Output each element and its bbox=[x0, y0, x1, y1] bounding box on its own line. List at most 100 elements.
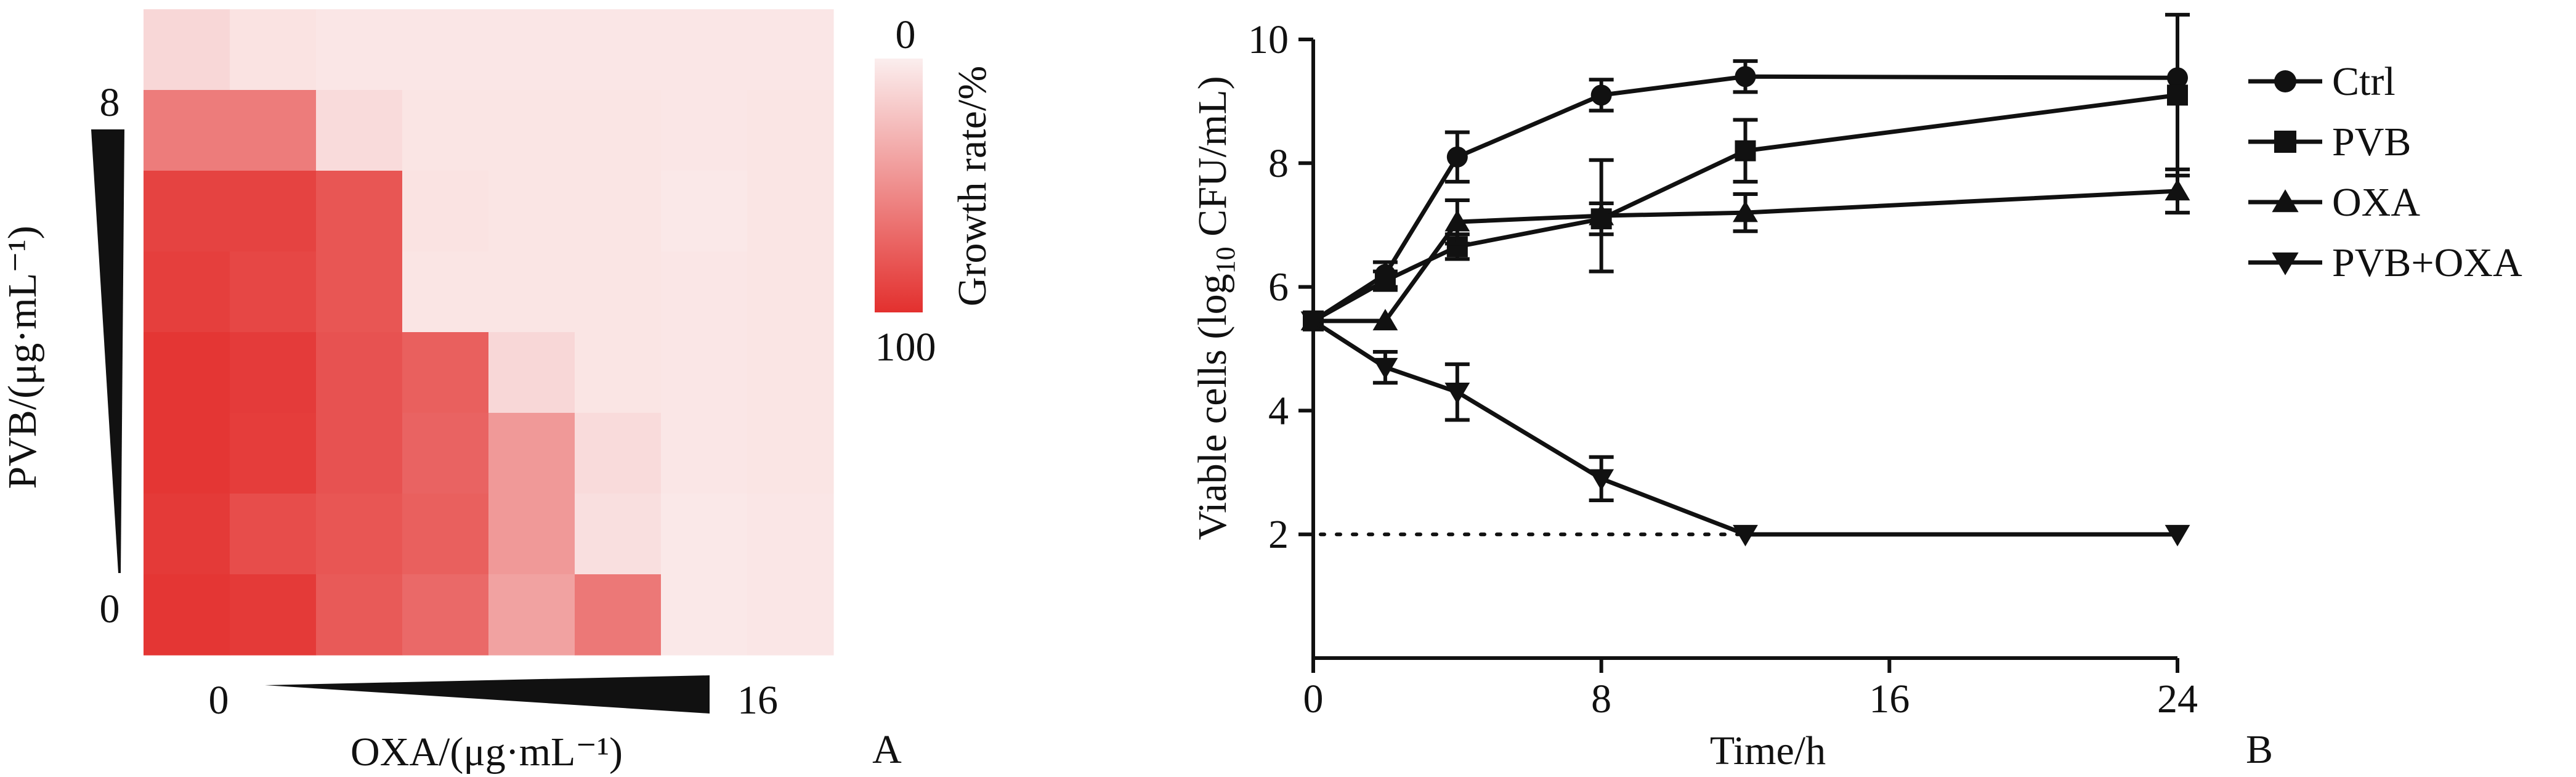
heatmap-cell bbox=[144, 574, 230, 656]
legend: Ctrl PVB OXA PVB+OXA bbox=[2248, 59, 2522, 285]
legend-label: Ctrl bbox=[2332, 59, 2396, 104]
heatmap-cell bbox=[575, 251, 662, 333]
legend-label: PVB bbox=[2332, 120, 2411, 165]
panel-label-b: B bbox=[2246, 727, 2273, 772]
heatmap-cell bbox=[747, 251, 834, 333]
colorbar-title: Growth rate/% bbox=[950, 66, 995, 306]
heatmap-cell bbox=[488, 9, 575, 91]
panel-label-a: A bbox=[872, 727, 902, 772]
heatmap-cell bbox=[747, 574, 834, 656]
data-point bbox=[1735, 66, 1756, 87]
pvb-axis-label: PVB/(μg·mL⁻¹) bbox=[0, 226, 45, 489]
heatmap-cell bbox=[144, 171, 230, 252]
line-series-group bbox=[1300, 12, 2190, 547]
y-tick-label: 10 bbox=[1248, 17, 1289, 62]
heatmap-cell bbox=[144, 494, 230, 575]
heatmap-cell bbox=[316, 171, 403, 252]
data-point bbox=[1374, 270, 1396, 291]
heatmap-cell bbox=[575, 9, 662, 91]
series-line bbox=[1312, 74, 2178, 323]
heatmap-cell bbox=[230, 332, 317, 413]
heatmap-cell bbox=[747, 332, 834, 413]
y-tick-label: 4 bbox=[1268, 388, 1289, 433]
heatmap-cell bbox=[488, 494, 575, 575]
heatmap-cell bbox=[575, 494, 662, 575]
data-point bbox=[2272, 252, 2299, 275]
line-y-axis-label: Viable cells (log10 CFU/mL) bbox=[1190, 76, 1241, 540]
colorbar-max-label: 100 bbox=[875, 325, 936, 370]
oxa-min-label: 0 bbox=[209, 678, 229, 723]
heatmap-cell bbox=[144, 9, 230, 91]
legend-label: OXA bbox=[2332, 180, 2420, 225]
heatmap-cell bbox=[747, 494, 834, 575]
data-point bbox=[1300, 311, 1326, 333]
heatmap-cell bbox=[661, 494, 748, 575]
heatmap-cell bbox=[230, 171, 317, 252]
heatmap-cell bbox=[488, 413, 575, 494]
heatmap-cell bbox=[661, 251, 748, 333]
legend-label: PVB+OXA bbox=[2332, 240, 2522, 285]
data-point bbox=[1444, 382, 1470, 404]
heatmap-cell bbox=[402, 9, 489, 91]
pvb-min-label: 0 bbox=[100, 587, 120, 632]
data-point bbox=[1735, 140, 1756, 161]
data-point bbox=[1589, 469, 1614, 491]
heatmap-cell bbox=[402, 494, 489, 575]
heatmap-cell bbox=[144, 251, 230, 333]
heatmap-cell bbox=[316, 332, 403, 413]
heatmap-cell bbox=[402, 251, 489, 333]
heatmap-cell bbox=[316, 413, 403, 494]
heatmap-cell bbox=[747, 171, 834, 252]
heatmap-cell bbox=[230, 494, 317, 575]
colorbar-min-label: 0 bbox=[896, 12, 916, 57]
line-y-axis-label-tail: CFU/mL) bbox=[1190, 76, 1235, 246]
heatmap-cell bbox=[230, 90, 317, 171]
legend-item: PVB+OXA bbox=[2248, 240, 2522, 285]
heatmap-cell bbox=[575, 171, 662, 252]
x-tick-label: 0 bbox=[1303, 677, 1324, 722]
heatmap-cell bbox=[402, 332, 489, 413]
data-point bbox=[2165, 524, 2190, 547]
heatmap-cell bbox=[488, 251, 575, 333]
data-point bbox=[1590, 84, 1612, 106]
heatmap-cell bbox=[402, 90, 489, 171]
heatmap-cell bbox=[402, 413, 489, 494]
data-point bbox=[1372, 357, 1398, 380]
heatmap-cell bbox=[575, 332, 662, 413]
heatmap-cell bbox=[747, 413, 834, 494]
heatmap-cell bbox=[316, 251, 403, 333]
pvb-max-label: 8 bbox=[100, 80, 120, 125]
y-tick-label: 8 bbox=[1268, 141, 1289, 186]
heatmap-cell bbox=[661, 332, 748, 413]
oxa-axis-label: OXA/(μg·mL⁻¹) bbox=[350, 730, 623, 775]
data-point bbox=[2274, 131, 2296, 153]
heatmap-cell bbox=[230, 251, 317, 333]
data-point bbox=[1733, 200, 1758, 222]
series-pvb bbox=[1303, 12, 2190, 332]
data-point bbox=[2272, 189, 2299, 213]
heatmap-cell bbox=[316, 574, 403, 656]
line-x-axis-label: Time/h bbox=[1710, 728, 1826, 773]
heatmap-cell bbox=[316, 90, 403, 171]
series-line bbox=[1313, 189, 2178, 323]
line-y-axis-label-main: Viable cells (log bbox=[1190, 274, 1235, 540]
data-point bbox=[1446, 146, 1468, 168]
heatmap-cell bbox=[488, 574, 575, 656]
heatmap-cell bbox=[488, 171, 575, 252]
heatmap-cell bbox=[575, 413, 662, 494]
oxa-max-label: 16 bbox=[737, 678, 778, 723]
data-point bbox=[1372, 309, 1398, 331]
legend-item: PVB bbox=[2248, 120, 2411, 165]
data-point bbox=[1589, 203, 1614, 226]
heatmap-cell bbox=[575, 90, 662, 171]
data-point bbox=[1733, 524, 1758, 547]
heatmap-cell bbox=[230, 574, 317, 656]
legend-item: Ctrl bbox=[2248, 59, 2396, 104]
x-tick-label: 24 bbox=[2157, 677, 2198, 722]
heatmap-cell bbox=[144, 413, 230, 494]
heatmap-cell bbox=[316, 494, 403, 575]
series-pvb-oxa bbox=[1300, 311, 2190, 547]
series-line bbox=[1312, 92, 2178, 323]
